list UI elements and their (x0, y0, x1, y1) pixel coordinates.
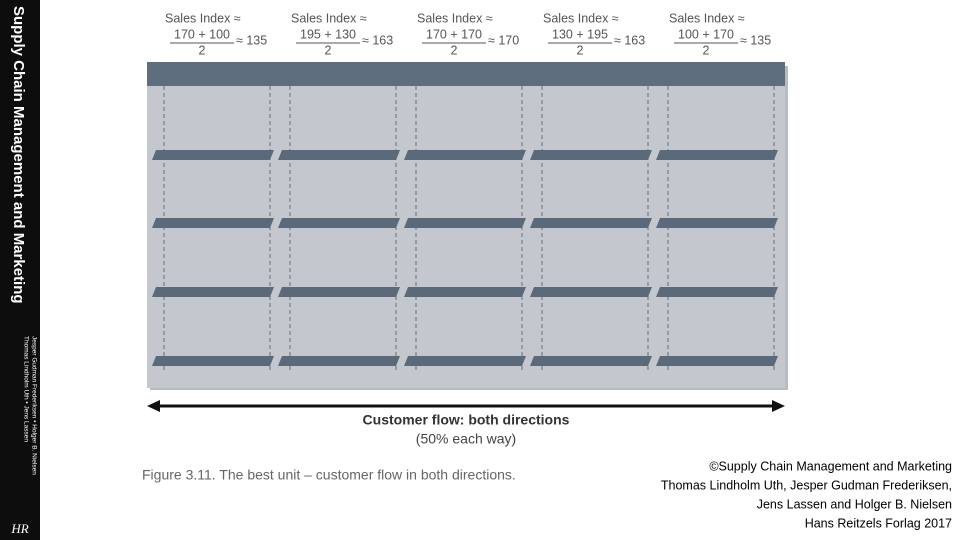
sidebar (0, 0, 40, 540)
shelf (152, 218, 274, 228)
shelf (278, 150, 400, 160)
flow-subtitle: (50% each way) (416, 431, 516, 447)
shelf (530, 356, 652, 366)
shelf (152, 150, 274, 160)
shelf (278, 287, 400, 297)
copyright-line: Thomas Lindholm Uth, Jesper Gudman Frede… (661, 478, 952, 492)
formula-denominator: 2 (577, 43, 584, 57)
formula-denominator: 2 (451, 43, 458, 57)
arrow-head (147, 400, 160, 412)
formula-numerator: 130 + 195 (552, 27, 608, 41)
back-wall (147, 62, 785, 86)
shelf (656, 218, 778, 228)
formula-label: Sales Index ≈ (417, 11, 493, 25)
shelf (656, 150, 778, 160)
shelf (530, 218, 652, 228)
formula-label: Sales Index ≈ (543, 11, 619, 25)
sidebar-author: Jesper Gudman Frederiksen • Holger B. Ni… (30, 336, 37, 475)
logo: HR (10, 521, 28, 536)
shelf (152, 356, 274, 366)
flow-title: Customer flow: both directions (363, 412, 570, 428)
formula-numerator: 170 + 100 (174, 27, 230, 41)
formula-denominator: 2 (325, 43, 332, 57)
caption: Figure 3.11. The best unit – customer fl… (142, 467, 516, 483)
copyright-line: Hans Reitzels Forlag 2017 (805, 516, 952, 530)
formula-result: ≈ 135 (236, 33, 267, 47)
shelf (404, 287, 526, 297)
shelf (656, 356, 778, 366)
formula-denominator: 2 (199, 43, 206, 57)
shelf (530, 287, 652, 297)
shelf (404, 356, 526, 366)
formula-numerator: 170 + 170 (426, 27, 482, 41)
formula-label: Sales Index ≈ (669, 11, 745, 25)
shelf (404, 218, 526, 228)
formula-result: ≈ 170 (488, 33, 519, 47)
formula-denominator: 2 (703, 43, 710, 57)
sidebar-author: Thomas Lindholm Uth • Jens Lassen (22, 336, 29, 442)
formula-label: Sales Index ≈ (291, 11, 367, 25)
formula-label: Sales Index ≈ (165, 11, 241, 25)
shelf (278, 218, 400, 228)
shelf (530, 150, 652, 160)
formula-result: ≈ 135 (740, 33, 771, 47)
copyright-line: ©Supply Chain Management and Marketing (709, 459, 952, 473)
shelf (404, 150, 526, 160)
formula-numerator: 100 + 170 (678, 27, 734, 41)
shelf (656, 287, 778, 297)
shelf (152, 287, 274, 297)
copyright-line: Jens Lassen and Holger B. Nielsen (757, 497, 952, 511)
arrow-head (772, 400, 785, 412)
sidebar-title: Supply Chain Management and Marketing (10, 6, 27, 304)
shelf (278, 356, 400, 366)
formula-result: ≈ 163 (614, 33, 645, 47)
formula-numerator: 195 + 130 (300, 27, 356, 41)
formula-result: ≈ 163 (362, 33, 393, 47)
